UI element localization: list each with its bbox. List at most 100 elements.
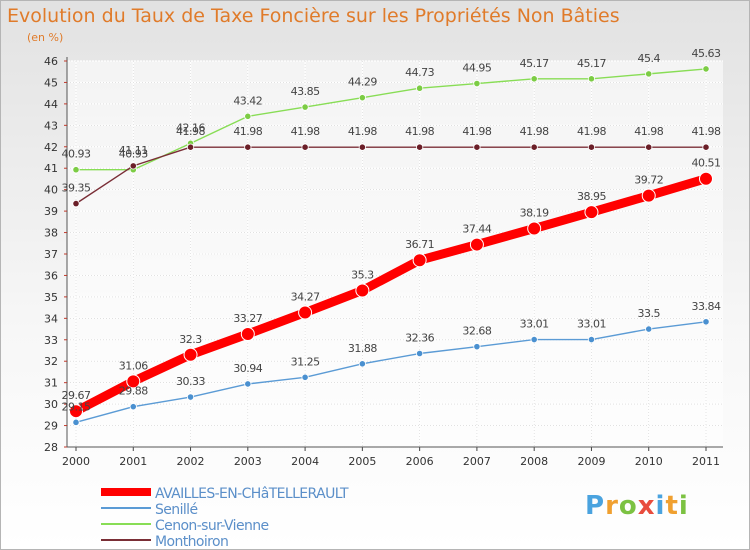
data-label: 29.67 [62,389,91,402]
data-label: 31.25 [291,355,320,368]
logo-letter: t [665,491,679,521]
x-tick-label: 2006 [406,455,434,468]
logo-letter: o [618,491,638,521]
series-2-point [301,103,309,111]
chart-title: Evolution du Taux de Taxe Foncière sur l… [7,5,620,27]
series-0-point [412,253,427,268]
y-tick-label: 39 [44,205,58,218]
data-label: 29.15 [62,400,91,413]
y-tick-label: 44 [44,98,58,111]
series-3-point [645,143,653,151]
y-tick-label: 35 [44,291,58,304]
series-2-point [587,75,596,83]
series-1-point [702,318,710,326]
data-label: 31.06 [119,359,148,372]
series-2-point [416,84,424,92]
x-tick-label: 2011 [692,455,720,468]
series-1-point [645,325,653,333]
x-tick-label: 2003 [234,455,262,468]
series-0-point [699,171,713,186]
series-0-point [584,205,599,220]
data-label: 41.98 [577,125,606,138]
x-tick-label: 2001 [119,455,147,468]
data-label: 39.35 [62,182,91,195]
data-label: 41.98 [520,125,549,138]
data-label: 43.85 [291,85,320,98]
data-label: 40.93 [119,148,148,161]
y-tick-label: 40 [44,184,58,197]
series-1-point [530,335,538,344]
x-tick-label: 2002 [177,455,205,468]
y-tick-label: 45 [44,76,58,89]
data-label: 41.98 [692,125,721,138]
series-3-point [702,143,710,151]
x-tick-label: 2005 [348,455,376,468]
data-label: 32.36 [405,332,434,345]
data-label: 37.44 [462,223,491,236]
series-2-line [75,68,707,171]
data-label: 36.71 [405,238,434,251]
series-2-point [72,166,80,174]
x-tick-label: 2000 [62,455,90,468]
series-3-point [186,143,195,151]
series-0-point [183,347,198,362]
data-label: 38.19 [520,206,549,219]
logo-letter: r [605,491,619,521]
data-label: 33.5 [637,307,660,320]
data-label: 42.16 [176,121,205,134]
data-label: 33.84 [692,300,721,313]
data-label: 41.11 [119,144,148,157]
series-3-point [301,143,309,151]
series-0-point [298,305,313,320]
series-0-point [69,404,83,419]
data-label: 43.42 [233,94,262,107]
data-label: 30.33 [176,375,205,388]
x-tick-label: 2008 [520,455,548,468]
data-label: 41.98 [405,125,434,138]
data-label: 31.88 [348,342,377,355]
series-3-point [358,143,366,151]
data-label: 44.95 [462,62,491,75]
series-3-point [129,162,137,170]
series-3-line [75,146,707,205]
series-2-point [244,112,252,120]
x-tick-label: 2007 [463,455,491,468]
data-label: 45.17 [577,57,606,70]
y-tick-label: 43 [44,119,58,132]
data-label: 45.17 [520,57,549,70]
x-tick-label: 2009 [577,455,605,468]
data-label: 33.27 [233,312,262,325]
y-tick-label: 37 [44,248,58,261]
data-label: 41.98 [291,125,320,138]
data-label: 41.98 [176,125,205,138]
data-label: 40.51 [692,157,721,170]
series-3-point [530,143,538,151]
y-tick-label: 42 [44,141,58,154]
data-label: 39.72 [634,174,663,187]
series-2-point [702,65,710,73]
series-0-line [71,174,711,416]
series-1-point [186,393,195,401]
series-0-point [469,237,484,252]
y-unit-label: (en %) [27,31,64,44]
data-label: 33.01 [577,318,606,331]
series-1-point [587,335,596,344]
y-tick-label: 32 [44,355,58,368]
series-3-point [244,143,252,151]
series-0-point [126,374,141,389]
y-tick-label: 41 [44,162,58,175]
data-label: 38.95 [577,190,606,203]
data-label: 45.4 [637,52,660,65]
x-tick-label: 2010 [635,455,663,468]
logo-letter: x [637,491,656,521]
data-label: 44.73 [405,66,434,79]
data-label: 29.88 [119,385,148,398]
logo-letter: P [585,491,606,521]
data-label: 30.94 [233,362,262,375]
y-tick-label: 38 [44,227,58,240]
data-label: 35.3 [351,268,374,281]
series-3-point [72,200,80,208]
series-3-point [473,143,481,151]
series-1-point [129,403,137,411]
series-1-point [358,360,366,368]
